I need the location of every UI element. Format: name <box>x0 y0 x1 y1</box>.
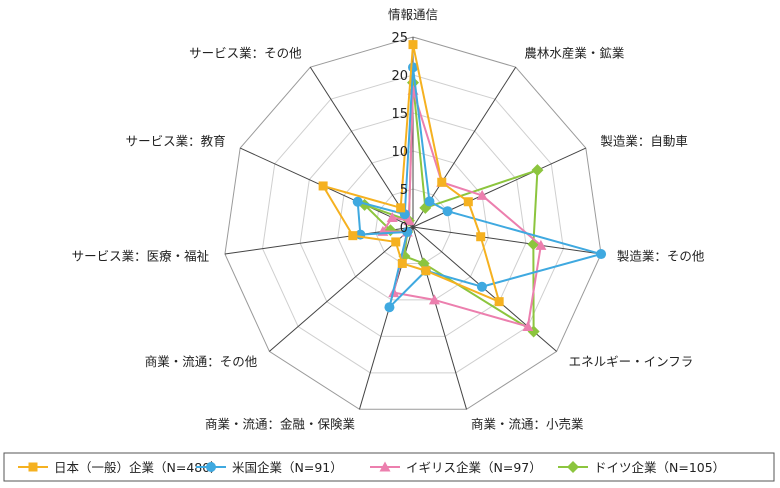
legend-frame <box>3 452 775 482</box>
grid-ring-25 <box>224 36 602 410</box>
radial-tick-labels: 0 5 10 15 20 25 <box>391 31 408 236</box>
category-labels: 情報通信農林水産業・鉱業製造業：自動車製造業：その他エネルギー・インフラ商業・流… <box>72 7 705 432</box>
data-point <box>348 231 358 241</box>
spoke-line <box>412 226 468 410</box>
data-point <box>596 249 607 260</box>
category-label: 農林水産業・鉱業 <box>524 46 625 61</box>
data-point <box>408 40 418 50</box>
data-point <box>442 206 453 217</box>
legend-item: イギリス企業（N=97） <box>370 460 542 475</box>
spoke-line <box>269 226 414 352</box>
legend: 日本（一般）企業（N=480） 米国企業（N=91） イギリス企業（N=97） ドイツ… <box>3 452 775 482</box>
legend-marker <box>567 461 579 473</box>
data-point <box>424 196 435 207</box>
data-point <box>476 281 487 292</box>
legend-marker <box>379 461 391 472</box>
category-label: エネルギー・インフラ <box>569 354 694 369</box>
legend-item: 米国企業（N=91） <box>196 460 343 475</box>
data-point <box>396 203 406 213</box>
data-point <box>463 197 473 207</box>
grid-ring-20 <box>262 74 564 374</box>
category-label: サービス業：医療・福祉 <box>72 248 210 263</box>
tick-label: 10 <box>391 145 408 160</box>
legend-item: ドイツ企業（N=105） <box>558 460 725 475</box>
data-point <box>318 181 328 191</box>
tick-label: 5 <box>400 183 408 198</box>
series-circle <box>352 62 607 313</box>
data-point <box>391 237 401 247</box>
category-label: 情報通信 <box>388 7 438 22</box>
category-label: サービス業：その他 <box>189 46 302 61</box>
grid-ring-15 <box>299 112 527 337</box>
legend-marker <box>206 462 216 472</box>
spoke-line <box>412 147 587 228</box>
category-label: 商業・流通：小売業 <box>471 417 584 432</box>
data-point <box>494 297 504 307</box>
data-point <box>397 258 407 268</box>
tick-label: 0 <box>400 221 408 236</box>
data-point <box>476 232 486 242</box>
data-point <box>535 239 547 250</box>
data-point <box>522 321 534 332</box>
data-point <box>476 189 488 200</box>
category-label: 商業・流通：その他 <box>145 354 258 369</box>
data-point <box>531 164 544 177</box>
data-point <box>386 212 398 223</box>
category-label: 製造業：自動車 <box>600 133 688 148</box>
series-line <box>356 66 603 309</box>
legend-label: ドイツ企業（N=105） <box>594 460 725 475</box>
tick-label: 25 <box>391 31 408 46</box>
series-line <box>363 81 539 333</box>
spoke-line <box>412 226 602 255</box>
category-label: サービス業：教育 <box>126 133 226 148</box>
series-diamond <box>358 76 544 338</box>
radar-series <box>318 40 607 338</box>
legend-label: 日本（一般）企業（N=480） <box>54 460 223 475</box>
tick-label: 20 <box>391 69 408 84</box>
category-label: 製造業：その他 <box>617 248 705 263</box>
data-point <box>352 196 363 207</box>
legend-marker <box>28 462 38 472</box>
data-point <box>403 215 415 226</box>
spoke-line <box>309 66 414 228</box>
legend-item: 日本（一般）企業（N=480） <box>18 460 223 475</box>
legend-label: イギリス企業（N=97） <box>406 460 542 475</box>
data-point <box>437 177 447 187</box>
series-square <box>318 40 504 307</box>
data-point <box>402 226 413 237</box>
legend-label: 米国企業（N=91） <box>232 460 343 475</box>
data-point <box>421 266 431 276</box>
data-point <box>384 302 395 313</box>
tick-label: 15 <box>391 107 408 122</box>
category-label: 商業・流通：金融・保険業 <box>205 417 356 432</box>
data-point <box>428 294 440 305</box>
